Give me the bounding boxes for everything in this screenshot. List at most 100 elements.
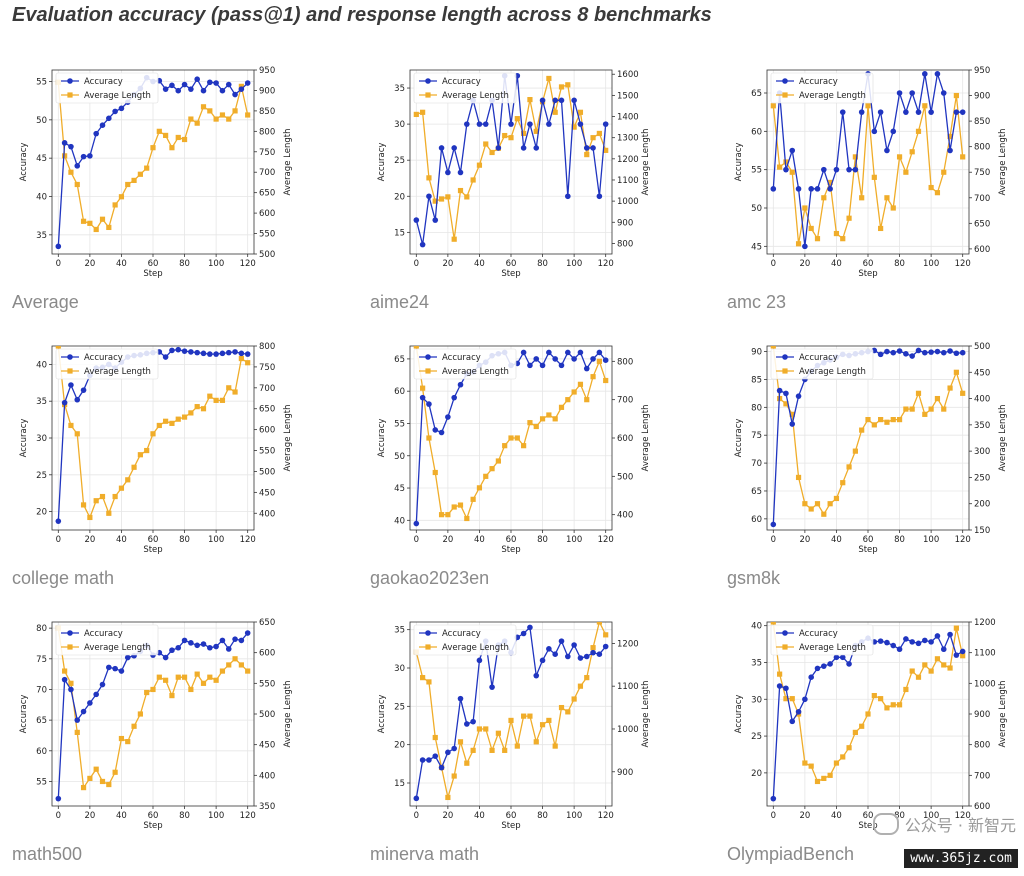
accuracy-point [413, 795, 420, 802]
accuracy-point [928, 639, 934, 645]
chart-svg: 0 20 40 60 80 100 120 55 60 65 70 75 80 350 400 450 500 5… [19, 618, 293, 831]
y2-tick-label: 1600 [617, 70, 639, 80]
y2-tick-label: 400 [617, 511, 633, 521]
accuracy-point [527, 624, 533, 631]
length-point [80, 785, 87, 791]
x-tick-label: 0 [414, 811, 419, 821]
legend-accuracy-label: Accuracy [442, 77, 481, 87]
accuracy-point [419, 757, 426, 763]
accuracy-point [213, 80, 219, 86]
x-tick-label: 100 [923, 535, 939, 545]
accuracy-point [413, 217, 420, 223]
accuracy-point [426, 193, 432, 200]
length-point [74, 431, 80, 437]
x-tick-label: 80 [179, 535, 190, 545]
accuracy-point [470, 718, 476, 725]
length-point [533, 423, 539, 430]
y2-tick-label: 600 [259, 209, 275, 219]
length-point [878, 696, 884, 702]
y2-tick-label: 700 [259, 168, 275, 178]
length-point [953, 625, 959, 631]
length-point [584, 151, 590, 158]
length-point [163, 677, 169, 683]
accuracy-point [80, 153, 87, 160]
accuracy-point [207, 644, 213, 651]
x-tick-label: 0 [56, 535, 61, 545]
y-tick-label: 85 [751, 375, 762, 385]
accuracy-point [909, 90, 915, 96]
x-tick-label: 100 [566, 811, 582, 821]
accuracy-point [808, 186, 814, 192]
y2-tick-label: 550 [259, 679, 275, 689]
length-point [194, 120, 200, 126]
length-point [934, 656, 941, 662]
accuracy-point [55, 518, 62, 524]
length-point [502, 747, 508, 753]
legend: Accuracy Average Length [770, 348, 874, 380]
legend-length-label: Average Length [442, 643, 509, 653]
accuracy-point [457, 169, 464, 176]
y-tick-label: 90 [751, 348, 762, 358]
legend-accuracy-label: Accuracy [442, 629, 481, 639]
legend-accuracy-label: Accuracy [799, 629, 838, 639]
length-point [603, 147, 609, 153]
y-tick-label: 40 [751, 622, 762, 632]
accuracy-point [419, 241, 426, 248]
length-point [420, 385, 426, 391]
accuracy-point [909, 639, 915, 645]
accuracy-point [903, 351, 909, 357]
length-point [144, 447, 150, 454]
accuracy-point [520, 630, 527, 637]
length-point [953, 92, 959, 99]
chart-panel: 0 20 40 60 80 100 120 55 60 65 70 75 80 350 400 450 500 5… [12, 614, 312, 876]
accuracy-point [419, 394, 426, 401]
length-point [483, 726, 489, 732]
y2-tick-label: 400 [259, 509, 275, 519]
accuracy-point [770, 795, 777, 802]
length-point [87, 775, 93, 781]
length-point [846, 215, 852, 221]
length-point [577, 109, 584, 115]
accuracy-point [87, 153, 93, 159]
y-tick-label: 35 [751, 658, 762, 668]
y2-axis-label: Average Length [998, 681, 1008, 748]
length-point [565, 709, 571, 715]
x-tick-label: 40 [831, 535, 842, 545]
length-point [896, 154, 903, 160]
accuracy-point [940, 349, 947, 356]
accuracy-point [896, 348, 903, 354]
y2-tick-label: 600 [617, 434, 633, 444]
y-tick-label: 55 [36, 78, 47, 88]
x-axis-label: Step [501, 545, 520, 555]
accuracy-point [74, 717, 81, 723]
accuracy-point [877, 351, 884, 358]
length-point [533, 739, 539, 745]
y-tick-label: 70 [36, 685, 47, 695]
x-tick-label: 0 [771, 811, 776, 821]
length-point [896, 417, 903, 423]
length-point [163, 418, 169, 424]
x-axis-label: Step [858, 545, 877, 555]
length-point [947, 665, 953, 671]
x-tick-label: 80 [537, 811, 548, 821]
y2-tick-label: 550 [259, 447, 275, 457]
legend-length-marker [782, 368, 788, 374]
length-point [852, 154, 858, 160]
accuracy-point [590, 356, 596, 362]
accuracy-point [922, 637, 928, 644]
length-point [245, 112, 251, 118]
y2-tick-label: 1200 [974, 618, 996, 628]
x-tick-label: 60 [863, 535, 874, 545]
length-point [213, 677, 219, 683]
y-tick-label: 25 [36, 471, 47, 481]
accuracy-series [413, 72, 609, 248]
length-point [514, 435, 520, 441]
length-point [483, 141, 489, 147]
accuracy-point [527, 121, 533, 127]
accuracy-point [947, 147, 953, 154]
accuracy-point [783, 390, 789, 397]
length-point [777, 671, 783, 677]
length-point [571, 696, 577, 702]
y2-tick-label: 500 [259, 710, 275, 720]
length-point [947, 133, 953, 140]
